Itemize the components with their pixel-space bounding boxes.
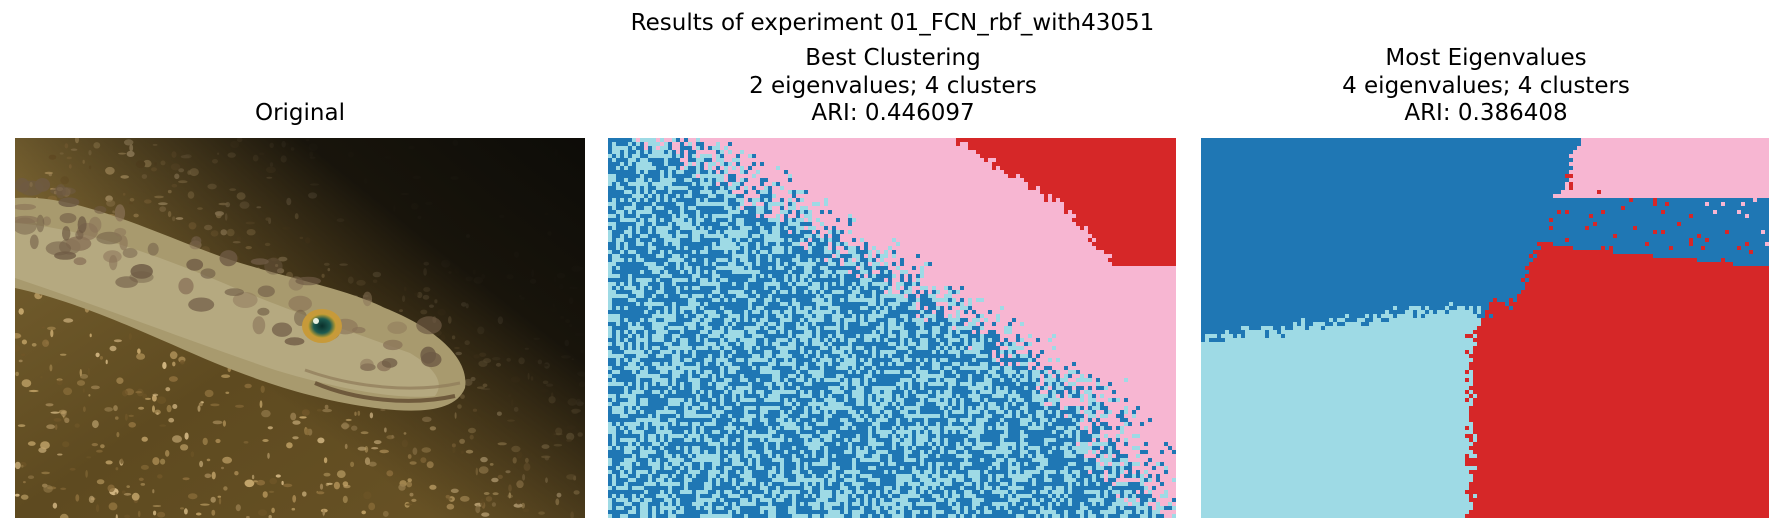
panel-original-title-line: Original bbox=[254, 100, 345, 126]
panel-best-title-line-2: 2 eigenvalues; 4 clusters bbox=[749, 72, 1037, 99]
panel-best-title-line-1: Best Clustering bbox=[805, 45, 981, 71]
fish-eye bbox=[308, 314, 336, 338]
panel-most-eigen-title: Most Eigenvalues 4 eigenvalues; 4 cluste… bbox=[1201, 45, 1771, 128]
panel-most-eigenvalues-image bbox=[1201, 138, 1771, 518]
fish-spots bbox=[15, 177, 442, 372]
panel-best-title: Best Clustering 2 eigenvalues; 4 cluster… bbox=[608, 45, 1178, 128]
fish-eye-highlight bbox=[313, 318, 319, 324]
panel-most-eigen-title-line-1: Most Eigenvalues bbox=[1385, 45, 1587, 71]
panel-best-title-line-3: ARI: 0.446097 bbox=[811, 100, 975, 126]
figure-suptitle: Results of experiment 01_FCN_rbf_with430… bbox=[630, 10, 1155, 36]
panel-most-eigen-title-line-3: ARI: 0.386408 bbox=[1404, 100, 1568, 126]
panel-original-title: Original bbox=[15, 100, 585, 128]
panel-best-clustering-image bbox=[608, 138, 1178, 518]
panel-original-image bbox=[15, 138, 585, 518]
panel-most-eigen-title-line-2: 4 eigenvalues; 4 clusters bbox=[1342, 72, 1630, 99]
fish-body bbox=[15, 177, 466, 411]
